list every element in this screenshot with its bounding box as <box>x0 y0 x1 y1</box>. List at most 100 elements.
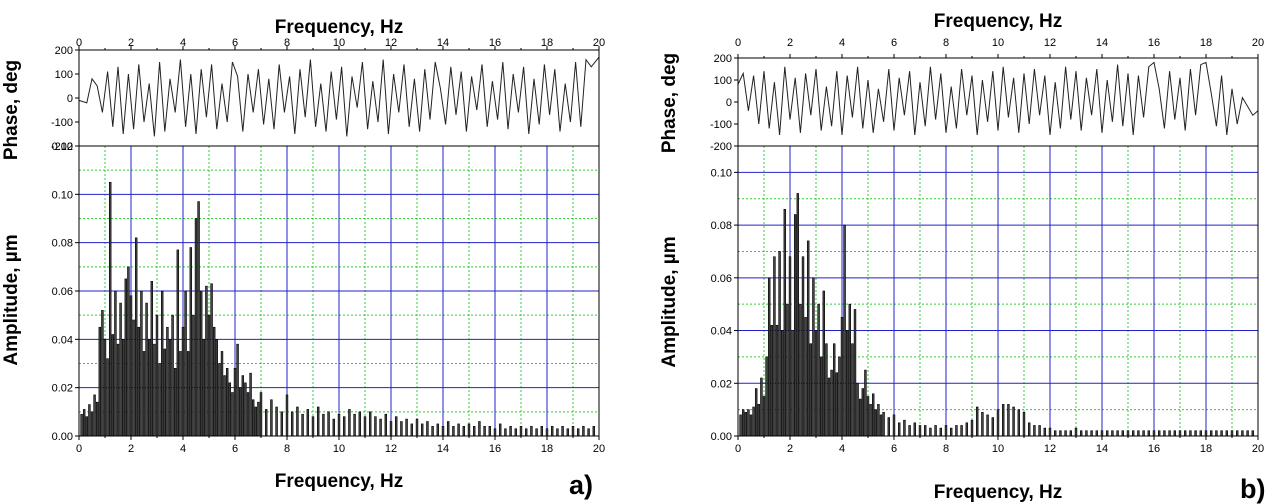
amplitude-bar <box>801 256 805 437</box>
amplitude-bar <box>389 421 393 437</box>
panel-label-b: b) <box>1240 474 1265 504</box>
amplitude-bar <box>1230 430 1234 437</box>
amplitude-bar <box>1048 427 1052 437</box>
amplitude-y-tick-label: 0.08 <box>711 220 732 232</box>
amplitude-bar <box>1168 430 1171 437</box>
amplitude-bar <box>119 302 122 437</box>
amplitude-bar <box>179 351 182 437</box>
amplitude-bar <box>215 339 219 437</box>
amplitude-bar <box>220 351 224 437</box>
bottom-x-tick-label: 4 <box>180 443 186 455</box>
amplitude-bar <box>270 399 273 437</box>
amplitude-bar <box>394 416 398 437</box>
amplitude-bar <box>812 277 815 437</box>
bottom-x-tick-label: 16 <box>489 443 501 455</box>
amplitude-bar <box>806 240 810 437</box>
amplitude-bar <box>1178 430 1182 437</box>
amplitude-bar <box>280 411 284 437</box>
amplitude-bar <box>415 418 419 437</box>
amplitude-bar <box>838 356 841 437</box>
amplitude-bar <box>1027 422 1031 437</box>
amplitude-bar <box>93 394 96 437</box>
amplitude-bar <box>1116 430 1119 437</box>
amplitude-y-tick-label: 0.04 <box>711 326 732 338</box>
amplitude-bar <box>337 413 341 437</box>
amplitude-bar <box>530 426 533 437</box>
amplitude-bar <box>98 326 102 437</box>
amplitude-bar <box>124 278 128 437</box>
amplitude-bar <box>913 422 917 437</box>
amplitude-bar <box>874 409 878 437</box>
bottom-x-tick-label: 20 <box>1252 443 1264 455</box>
amplitude-bar <box>82 409 86 437</box>
top-x-tick-label: 4 <box>180 37 186 49</box>
top-x-tick-label: 8 <box>943 37 949 49</box>
amplitude-bar <box>1105 430 1109 437</box>
amplitude-bar <box>106 358 109 437</box>
amplitude-bar <box>866 396 870 437</box>
amplitude-bar <box>127 266 130 437</box>
amplitude-grid <box>79 146 599 436</box>
amplitude-bar <box>845 330 849 437</box>
amplitude-bar <box>410 423 414 437</box>
amplitude-bar <box>767 277 771 437</box>
amplitude-bar <box>1194 430 1197 437</box>
amplitude-bar <box>871 393 875 437</box>
amplitude-bar <box>244 382 247 437</box>
amplitude-bar <box>1095 430 1099 437</box>
amplitude-bar <box>212 326 216 437</box>
amplitude-bar <box>88 404 91 437</box>
amplitude-bar <box>171 314 174 437</box>
amplitude-bar <box>121 339 125 437</box>
amplitude-bar <box>116 343 120 437</box>
amplitude-bar <box>504 428 507 437</box>
amplitude-bar <box>819 356 823 437</box>
amplitude-y-tick-label: 0.00 <box>711 431 732 443</box>
amplitude-bar <box>254 406 258 437</box>
amplitude-bar <box>864 369 867 437</box>
amplitude-bar <box>478 421 481 437</box>
bottom-x-tick-label: 10 <box>333 443 345 455</box>
amplitude-bar <box>363 416 367 437</box>
amplitude-bar <box>804 317 807 437</box>
amplitude-bar <box>877 404 880 437</box>
phase-y-tick-label: 0 <box>67 93 73 105</box>
amplitude-bar <box>975 406 979 437</box>
amplitude-bar <box>996 409 1000 437</box>
top-frequency-label: Frequency, Hz <box>275 17 403 38</box>
panel-b: Frequency, Hz Phase, deg Amplitude, µm F… <box>659 11 1265 504</box>
top-x-tick-label: 0 <box>735 37 741 49</box>
amplitude-bar <box>241 375 245 437</box>
top-x-tick-label: 20 <box>593 37 605 49</box>
amplitude-bar <box>218 363 221 437</box>
top-frequency-label: Frequency, Hz <box>934 11 1062 32</box>
amplitude-bar <box>166 326 169 437</box>
amplitude-bar <box>778 251 781 437</box>
top-x-tick-label: 10 <box>992 37 1004 49</box>
amplitude-bar <box>809 343 813 437</box>
amplitude-bar <box>322 413 325 437</box>
amplitude-bar <box>145 302 148 437</box>
amplitude-bar <box>1111 430 1114 437</box>
amplitude-bar <box>592 426 596 437</box>
amplitude-bar <box>587 428 590 437</box>
top-x-tick-label: 6 <box>232 37 238 49</box>
amplitude-y-tick-label: 0.12 <box>52 141 73 153</box>
amplitude-bar <box>426 421 429 437</box>
amplitude-bar <box>483 426 486 437</box>
amplitude-bar <box>822 290 826 437</box>
amplitude-bar <box>498 423 502 437</box>
amplitude-bar <box>400 421 403 437</box>
axes: 0 0 2 2 4 4 6 6 8 8 10 10 12 12 14 14 16 16 18 18 20 20 0.00 0.… <box>710 37 1264 455</box>
amplitude-y-tick-label: 0.10 <box>52 189 73 201</box>
amplitude-bar <box>199 290 203 437</box>
amplitude-bar <box>1022 411 1026 437</box>
amplitude-bar <box>770 324 774 437</box>
top-x-tick-label: 16 <box>1148 37 1160 49</box>
phase-y-tick-label: -200 <box>51 141 73 153</box>
panel-a: Frequency, Hz Phase, deg Amplitude, µm F… <box>1 17 605 500</box>
amplitude-bar <box>275 406 278 437</box>
amplitude-bar <box>830 369 833 437</box>
amplitude-bar <box>441 426 445 437</box>
